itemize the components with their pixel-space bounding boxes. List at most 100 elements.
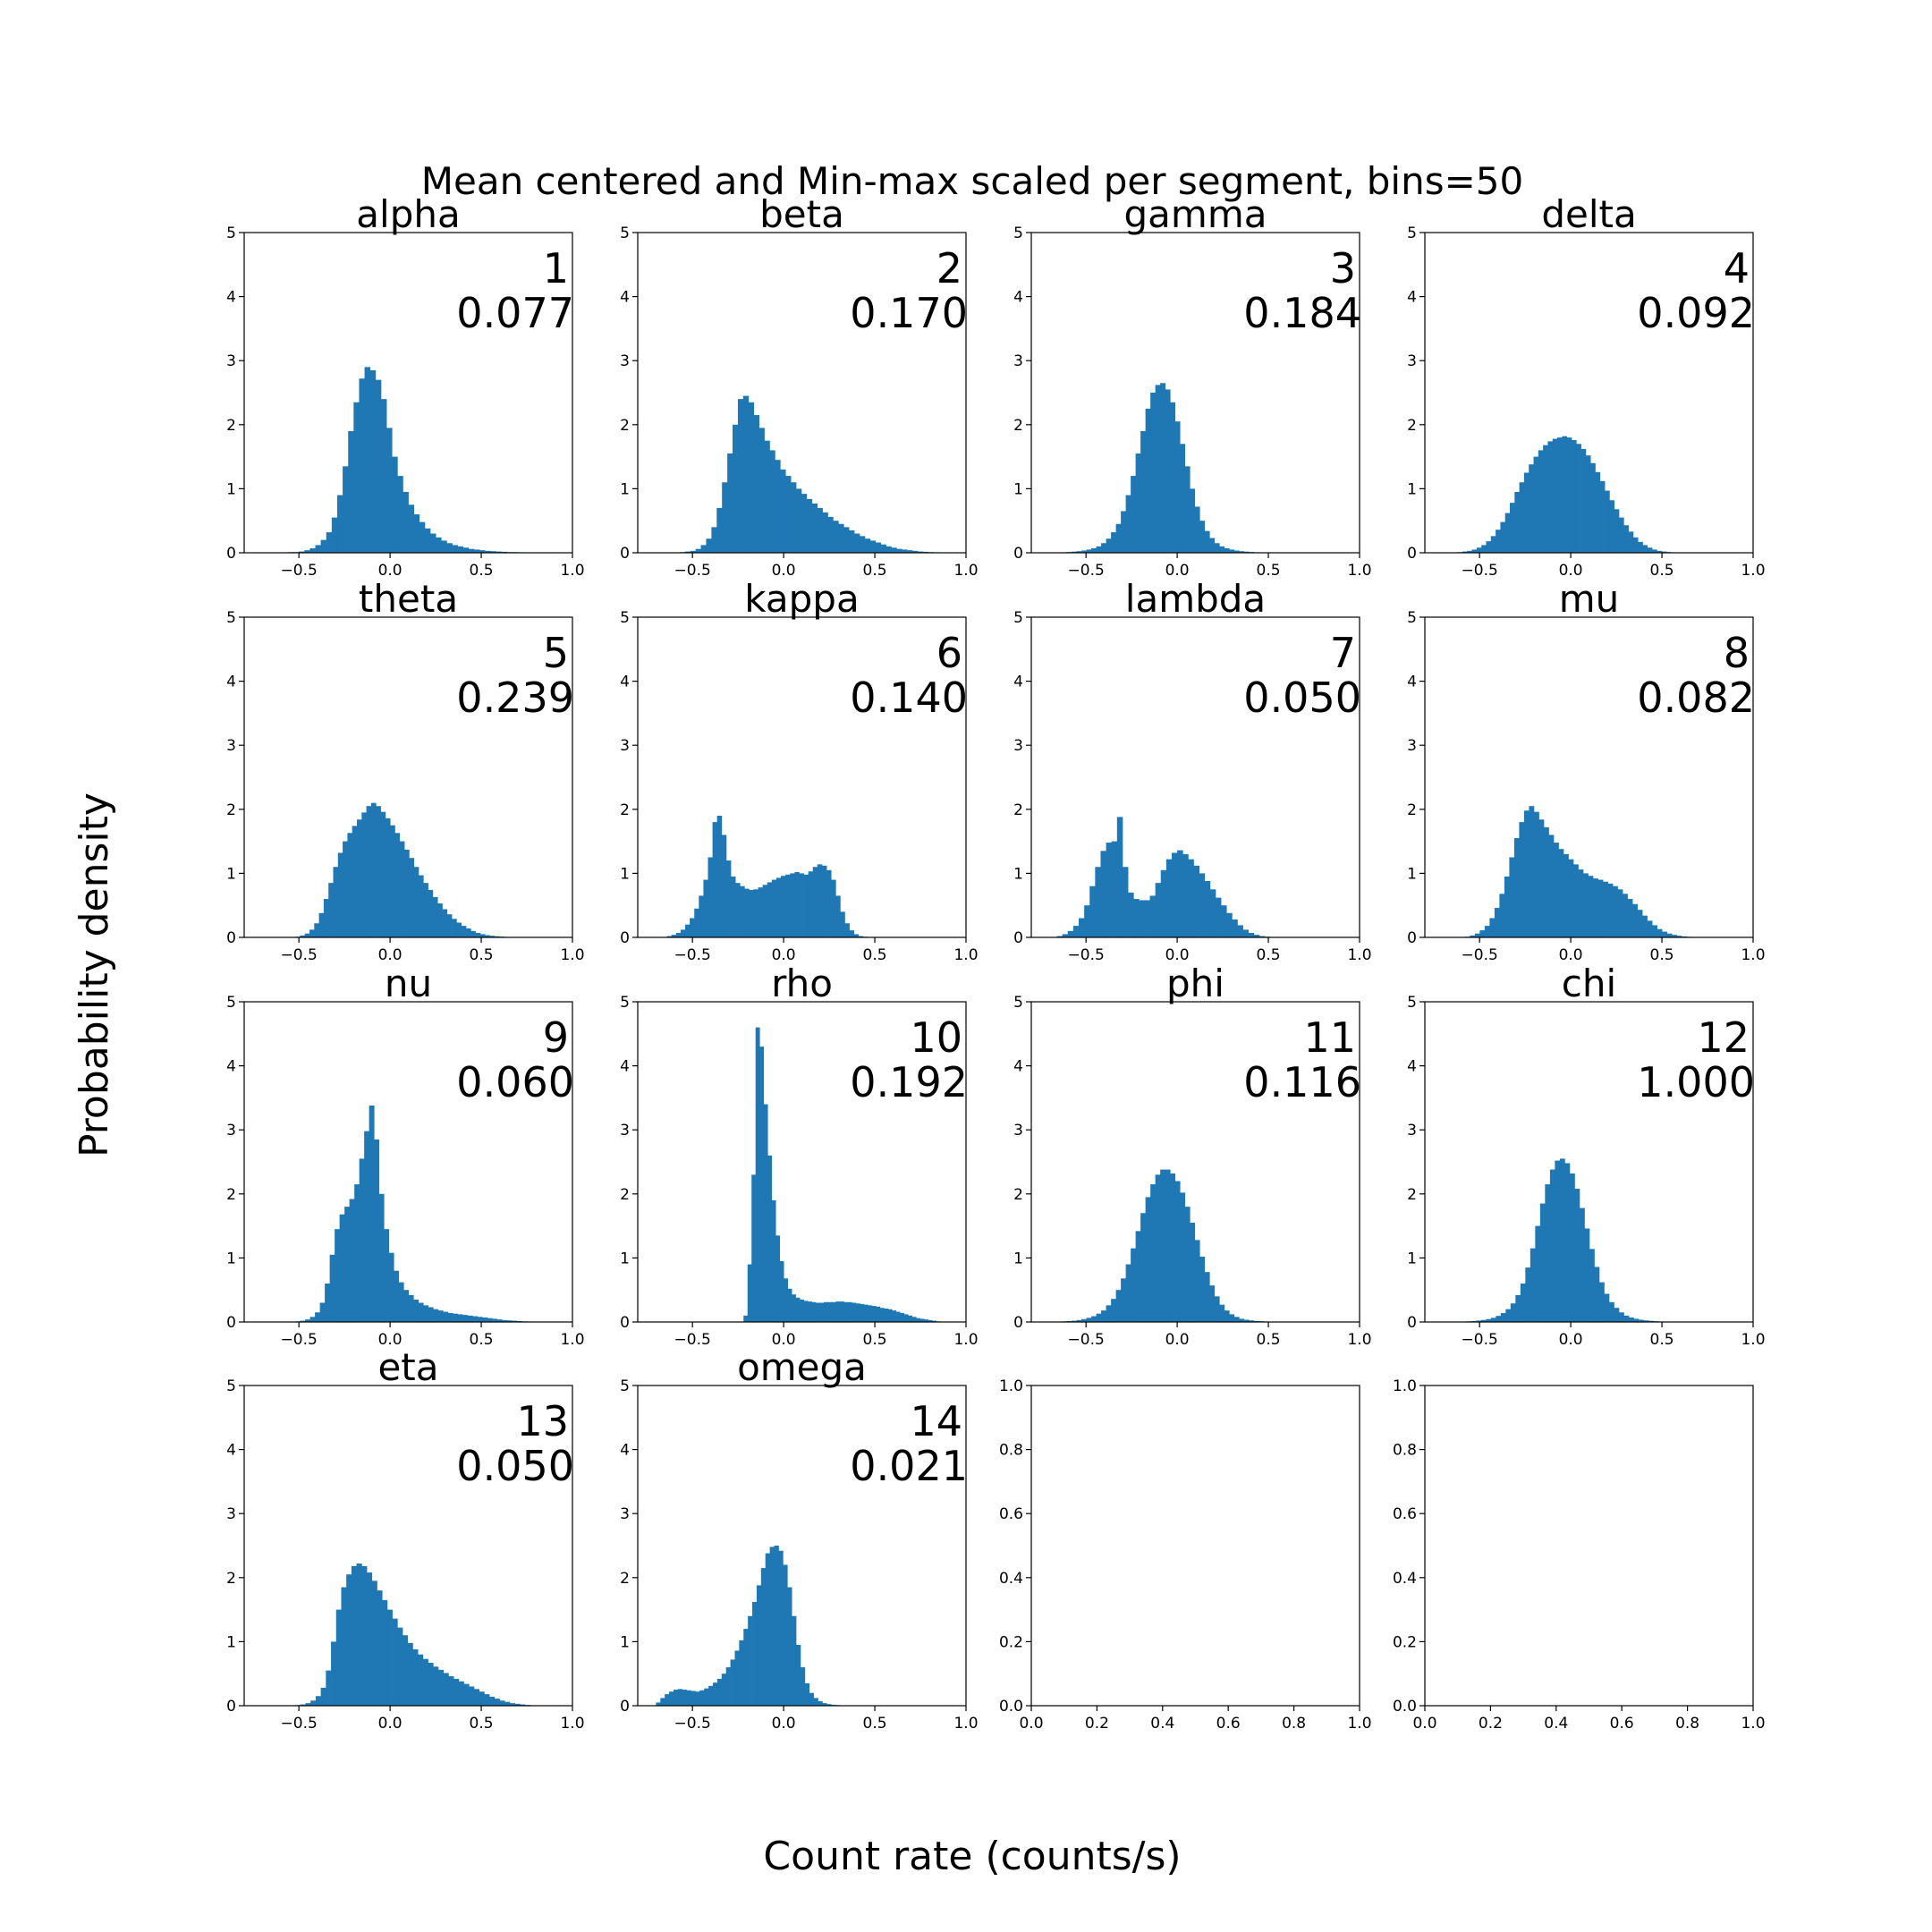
subplot-value: 0.116 bbox=[1243, 1058, 1361, 1106]
histogram-bar bbox=[1632, 537, 1639, 553]
x-tick-label: −0.5 bbox=[1462, 1331, 1498, 1349]
histogram-bar bbox=[821, 865, 827, 937]
histogram-bar bbox=[1574, 1189, 1580, 1322]
y-tick-label: 1 bbox=[1013, 480, 1023, 498]
histogram-bar bbox=[1101, 543, 1106, 553]
histogram-bar bbox=[1209, 889, 1216, 937]
y-tick-label: 2 bbox=[1013, 801, 1023, 819]
y-tick-label: 4 bbox=[1013, 674, 1023, 691]
histogram-bar bbox=[733, 424, 739, 553]
subplot-value: 0.170 bbox=[850, 289, 968, 337]
histogram-bar bbox=[716, 815, 723, 937]
histogram-bar bbox=[413, 514, 420, 553]
histogram-bar bbox=[1076, 551, 1082, 553]
x-tick-label: −0.5 bbox=[1068, 1331, 1105, 1349]
histogram-bar bbox=[1584, 1228, 1590, 1322]
histogram-bar bbox=[822, 512, 828, 553]
histogram-bar bbox=[309, 1317, 316, 1322]
x-tick-label: 0.0 bbox=[772, 562, 796, 580]
histogram-bar bbox=[869, 540, 877, 553]
histogram-bar bbox=[304, 550, 310, 553]
histogram-bar bbox=[1604, 1293, 1610, 1322]
histogram-bar bbox=[1145, 1197, 1151, 1322]
histogram-bar bbox=[817, 864, 823, 937]
histogram-bar bbox=[892, 1310, 897, 1322]
histogram-bar bbox=[875, 542, 881, 553]
histogram-bar bbox=[1084, 905, 1090, 937]
x-tick-label: 0.0 bbox=[1412, 1715, 1436, 1733]
y-tick-label: 0 bbox=[226, 1314, 236, 1332]
histogram-bar bbox=[448, 1676, 454, 1706]
y-tick-label: 5 bbox=[620, 1377, 630, 1395]
histogram-bar bbox=[847, 1301, 852, 1322]
x-tick-label: 0.5 bbox=[470, 1715, 494, 1733]
histogram-bar bbox=[1229, 549, 1235, 553]
y-tick-label: 2 bbox=[226, 417, 236, 435]
x-tick-label: 0.0 bbox=[772, 946, 796, 964]
histogram-bar bbox=[812, 867, 818, 937]
histogram-bar bbox=[1496, 530, 1501, 553]
histogram-bar bbox=[795, 1644, 801, 1706]
histogram-bar bbox=[1219, 546, 1225, 553]
histogram-bar bbox=[840, 911, 845, 937]
histogram-bar bbox=[392, 456, 398, 553]
histogram-bar bbox=[1171, 852, 1178, 937]
histogram-bar bbox=[1155, 883, 1162, 937]
histogram-bar bbox=[1476, 547, 1482, 553]
histogram-bar bbox=[1538, 819, 1545, 937]
subplot-index: 8 bbox=[1724, 629, 1750, 677]
histogram-bar bbox=[833, 521, 839, 553]
x-tick-label: 0.5 bbox=[1257, 1331, 1281, 1349]
histogram-bar bbox=[1568, 859, 1574, 937]
histogram-bar bbox=[385, 818, 391, 937]
histogram-bar bbox=[1548, 835, 1555, 937]
histogram-bar bbox=[331, 517, 338, 553]
subplot-omega: −0.5 0.0 0.5 1.0 0 1 2 3 4 5 omega 140.021 bbox=[620, 1345, 978, 1733]
histogram-bar bbox=[699, 1690, 705, 1706]
y-tick-label: 0 bbox=[226, 929, 236, 947]
histogram-bar bbox=[1170, 1173, 1176, 1322]
histogram-bar bbox=[753, 889, 758, 937]
histogram-bar bbox=[462, 547, 470, 553]
x-tick-label: 0.0 bbox=[1559, 946, 1583, 964]
histogram-bar bbox=[895, 1311, 901, 1322]
histogram-bar bbox=[399, 841, 405, 937]
histogram-bar bbox=[1627, 899, 1633, 937]
histogram-bar bbox=[1135, 453, 1141, 553]
histogram-bar bbox=[1079, 918, 1085, 937]
histogram-bar bbox=[1474, 933, 1480, 937]
histogram-bar bbox=[457, 546, 464, 553]
histogram-bar bbox=[886, 546, 892, 553]
y-tick-label: 1.0 bbox=[999, 1377, 1023, 1395]
histogram-bar bbox=[375, 379, 382, 553]
histogram-bar bbox=[928, 1319, 933, 1322]
histogram-bar bbox=[492, 1318, 498, 1322]
axes-frame bbox=[1424, 616, 1754, 938]
histogram-bar bbox=[703, 879, 708, 937]
histogram-bar bbox=[378, 1193, 385, 1322]
histogram-bar bbox=[819, 1302, 825, 1322]
histogram-bar bbox=[458, 1681, 464, 1706]
histogram-bar bbox=[808, 871, 814, 937]
histogram-bars bbox=[743, 1027, 945, 1322]
histogram-bar bbox=[774, 1546, 779, 1706]
histogram-bar bbox=[320, 1687, 326, 1706]
histogram-bar bbox=[887, 1309, 893, 1322]
histogram-bar bbox=[1599, 480, 1606, 553]
histogram-bar bbox=[367, 1572, 373, 1706]
histogram-bar bbox=[1509, 857, 1515, 937]
histogram-bar bbox=[749, 890, 754, 937]
histogram-bar bbox=[690, 550, 697, 553]
histogram-bar bbox=[394, 833, 401, 937]
x-tick-label: 0.0 bbox=[378, 562, 402, 580]
histogram-bar bbox=[1607, 883, 1614, 937]
y-tick-label: 2 bbox=[620, 1186, 630, 1204]
histogram-bar bbox=[418, 875, 424, 937]
histogram-bar bbox=[423, 1305, 429, 1322]
histogram-bar bbox=[680, 929, 686, 937]
histogram-bar bbox=[344, 1207, 351, 1322]
histogram-bar bbox=[1076, 1319, 1082, 1322]
histogram-bar bbox=[1149, 895, 1157, 937]
histogram-bar bbox=[1613, 886, 1618, 937]
